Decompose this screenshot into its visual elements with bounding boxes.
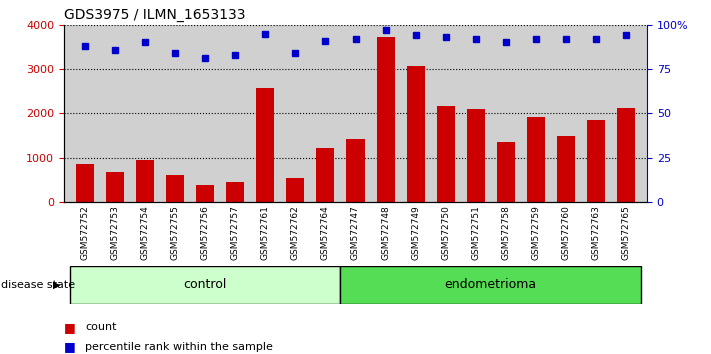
Text: GSM572747: GSM572747 xyxy=(351,205,360,259)
Bar xyxy=(497,142,515,202)
Text: disease state: disease state xyxy=(1,280,75,290)
Text: GSM572765: GSM572765 xyxy=(621,205,631,260)
Text: GSM572754: GSM572754 xyxy=(141,205,149,259)
Text: GDS3975 / ILMN_1653133: GDS3975 / ILMN_1653133 xyxy=(64,8,245,22)
Bar xyxy=(466,109,485,202)
Bar xyxy=(257,88,274,202)
Bar xyxy=(407,67,424,202)
Bar xyxy=(166,175,184,202)
Text: count: count xyxy=(85,322,117,332)
Text: GSM572751: GSM572751 xyxy=(471,205,480,260)
Bar xyxy=(527,117,545,202)
Text: GSM572755: GSM572755 xyxy=(171,205,180,260)
Bar xyxy=(617,108,635,202)
Bar xyxy=(226,182,245,202)
Bar xyxy=(316,148,334,202)
Bar xyxy=(196,185,214,202)
Bar xyxy=(106,172,124,202)
Text: GSM572753: GSM572753 xyxy=(111,205,119,260)
Text: GSM572758: GSM572758 xyxy=(501,205,510,260)
Text: GSM572760: GSM572760 xyxy=(562,205,570,260)
Bar xyxy=(587,120,605,202)
Text: ▶: ▶ xyxy=(53,280,60,290)
Text: endometrioma: endometrioma xyxy=(444,279,537,291)
Bar xyxy=(437,106,454,202)
Bar xyxy=(377,37,395,202)
Text: GSM572752: GSM572752 xyxy=(80,205,90,259)
Text: percentile rank within the sample: percentile rank within the sample xyxy=(85,342,273,352)
Text: GSM572756: GSM572756 xyxy=(201,205,210,260)
Text: GSM572759: GSM572759 xyxy=(531,205,540,260)
Text: GSM572757: GSM572757 xyxy=(231,205,240,260)
Bar xyxy=(76,164,94,202)
Bar xyxy=(70,266,341,304)
Text: GSM572748: GSM572748 xyxy=(381,205,390,259)
Text: control: control xyxy=(183,279,227,291)
Bar xyxy=(287,178,304,202)
Text: GSM572749: GSM572749 xyxy=(411,205,420,259)
Bar xyxy=(341,266,641,304)
Bar xyxy=(346,139,365,202)
Text: ■: ■ xyxy=(64,341,76,353)
Text: GSM572762: GSM572762 xyxy=(291,205,300,259)
Text: GSM572763: GSM572763 xyxy=(592,205,600,260)
Bar xyxy=(557,136,575,202)
Bar xyxy=(136,160,154,202)
Text: ■: ■ xyxy=(64,321,76,334)
Text: GSM572764: GSM572764 xyxy=(321,205,330,259)
Text: GSM572761: GSM572761 xyxy=(261,205,270,260)
Text: GSM572750: GSM572750 xyxy=(441,205,450,260)
